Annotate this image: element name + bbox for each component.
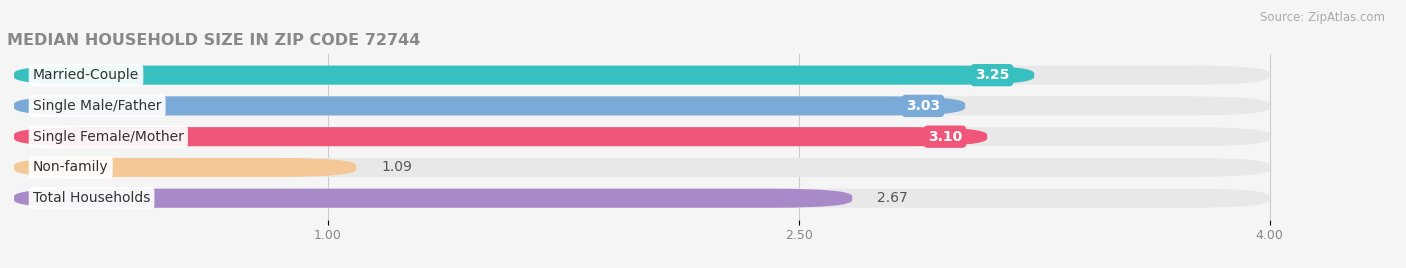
FancyBboxPatch shape bbox=[14, 66, 1270, 85]
FancyBboxPatch shape bbox=[14, 158, 356, 177]
Text: Total Households: Total Households bbox=[32, 191, 150, 205]
FancyBboxPatch shape bbox=[14, 189, 1270, 208]
Text: Source: ZipAtlas.com: Source: ZipAtlas.com bbox=[1260, 11, 1385, 24]
Text: Single Male/Father: Single Male/Father bbox=[32, 99, 162, 113]
FancyBboxPatch shape bbox=[14, 189, 852, 208]
FancyBboxPatch shape bbox=[14, 96, 1270, 116]
Text: Single Female/Mother: Single Female/Mother bbox=[32, 130, 184, 144]
FancyBboxPatch shape bbox=[14, 66, 1035, 85]
FancyBboxPatch shape bbox=[14, 127, 1270, 146]
Text: 3.10: 3.10 bbox=[928, 130, 962, 144]
FancyBboxPatch shape bbox=[14, 96, 965, 116]
FancyBboxPatch shape bbox=[14, 127, 987, 146]
Text: 2.67: 2.67 bbox=[877, 191, 908, 205]
Text: Married-Couple: Married-Couple bbox=[32, 68, 139, 82]
Text: 1.09: 1.09 bbox=[381, 161, 412, 174]
Text: MEDIAN HOUSEHOLD SIZE IN ZIP CODE 72744: MEDIAN HOUSEHOLD SIZE IN ZIP CODE 72744 bbox=[7, 33, 420, 48]
Text: 3.03: 3.03 bbox=[905, 99, 941, 113]
Text: 3.25: 3.25 bbox=[974, 68, 1010, 82]
FancyBboxPatch shape bbox=[14, 158, 1270, 177]
Text: Non-family: Non-family bbox=[32, 161, 108, 174]
